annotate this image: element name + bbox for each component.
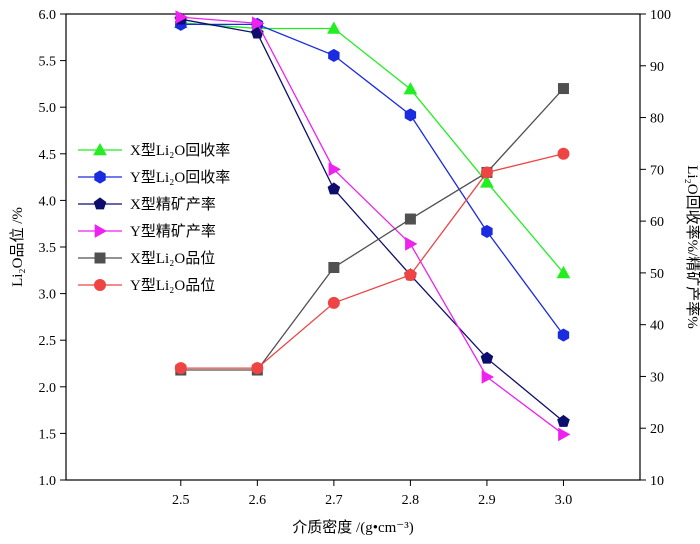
data-point-series-4 (175, 10, 188, 24)
series-line-4 (180, 16, 564, 435)
y-right-tick-label: 50 (650, 267, 664, 282)
y-right-tick-label: 40 (650, 319, 664, 334)
y-right-tick-label: 20 (650, 422, 664, 437)
y-left-axis-title: Li₂O品位 /% (9, 207, 26, 287)
data-point-series-2 (328, 48, 340, 62)
legend-label: X型Li₂O回收率 (130, 142, 230, 159)
x-tick-label: 2.5 (172, 493, 190, 508)
y-right-tick-label: 80 (650, 112, 664, 127)
y-left-tick-label: 1.5 (39, 427, 57, 442)
x-tick-label: 2.6 (249, 493, 267, 508)
data-point-series-6 (404, 268, 417, 281)
x-tick-label: 2.7 (325, 493, 343, 508)
x-tick-label: 2.8 (402, 493, 420, 508)
y-right-tick-label: 30 (650, 370, 664, 385)
series-line-2 (180, 23, 564, 336)
y-right-tick-label: 10 (650, 474, 664, 489)
y-left-tick-label: 4.5 (39, 148, 57, 163)
y-left-tick-label: 2.5 (39, 334, 57, 349)
y-left-tick-label: 2.0 (39, 381, 57, 396)
data-point-series-4 (328, 162, 341, 177)
series-line-6 (180, 153, 564, 369)
x-tick-label: 3.0 (555, 493, 573, 508)
data-point-series-4 (558, 427, 571, 442)
y-left-tick-label: 1.0 (39, 474, 57, 489)
data-point-series-4 (405, 237, 418, 251)
data-point-series-3 (480, 351, 494, 364)
data-point-series-4 (252, 16, 265, 31)
data-point-series-2 (481, 224, 493, 239)
series-line-5 (180, 88, 564, 371)
legend-marker (93, 197, 107, 210)
data-point-series-6 (251, 362, 264, 375)
y-right-tick-label: 70 (650, 163, 664, 178)
legend-marker (94, 252, 106, 264)
legend-label: X型Li₂O品位 (130, 250, 215, 267)
legend-marker (94, 224, 108, 238)
data-point-series-3 (327, 182, 341, 195)
y-left-tick-label: 5.0 (39, 101, 57, 116)
data-point-series-5 (557, 83, 569, 95)
plot-frame (65, 13, 641, 481)
legend-marker (93, 142, 107, 156)
data-point-series-1 (556, 265, 571, 279)
data-point-series-6 (174, 362, 187, 375)
series-line-3 (180, 18, 564, 422)
legend-label: X型精矿产率 (130, 196, 216, 213)
legend-label: Y型精矿产率 (130, 223, 216, 240)
data-point-series-2 (404, 108, 417, 122)
y-left-tick-label: 3.5 (39, 241, 57, 256)
legend-marker (94, 170, 106, 184)
data-point-series-6 (327, 296, 340, 309)
x-axis-title: 介质密度 /(g•cm⁻³) (292, 519, 413, 536)
data-point-series-1 (327, 21, 341, 34)
data-point-series-6 (480, 166, 493, 179)
data-point-series-4 (481, 370, 494, 384)
legend-label: Y型Li₂O品位 (130, 277, 215, 294)
y-left-tick-label: 6.0 (39, 8, 57, 23)
data-point-series-5 (328, 262, 340, 274)
series-line-1 (180, 22, 564, 274)
data-point-series-2 (557, 328, 570, 342)
y-right-tick-label: 60 (650, 215, 664, 230)
y-right-axis-title: Li₂O回收率%/精矿产率% (684, 165, 700, 329)
data-point-series-1 (403, 82, 418, 95)
data-point-series-6 (557, 147, 570, 160)
y-left-tick-label: 5.5 (39, 55, 57, 70)
data-point-series-3 (557, 414, 570, 427)
data-point-series-1 (480, 175, 494, 188)
y-right-tick-label: 90 (650, 60, 664, 75)
y-left-tick-label: 4.0 (39, 194, 57, 209)
legend-marker (94, 279, 106, 291)
x-tick-label: 2.9 (478, 493, 496, 508)
legend-label: Y型Li₂O回收率 (130, 169, 230, 186)
data-point-series-5 (404, 213, 416, 225)
y-left-tick-label: 3.0 (39, 288, 57, 303)
y-right-tick-label: 100 (650, 8, 671, 23)
